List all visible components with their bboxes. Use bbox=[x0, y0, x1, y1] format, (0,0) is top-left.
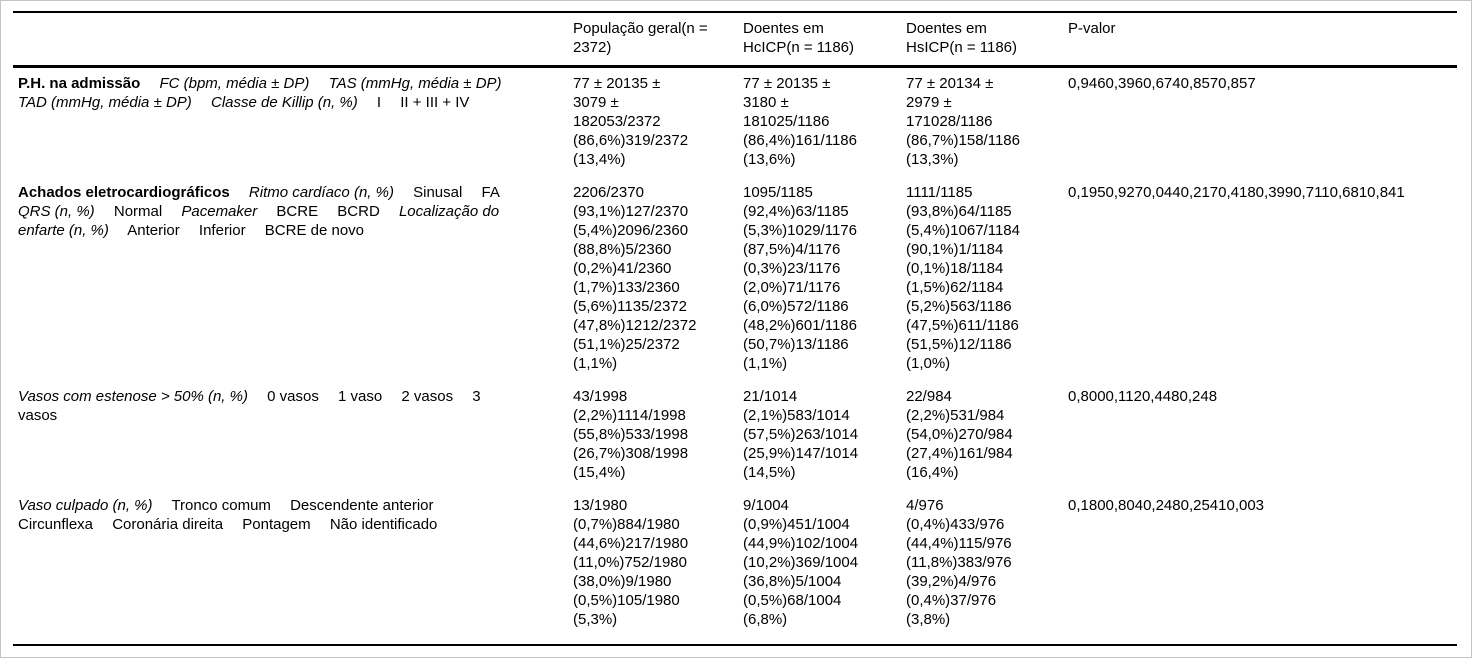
label-segment: BCRD bbox=[337, 203, 380, 220]
row-label-text: Achados eletrocardiográficos Ritmo cardí… bbox=[18, 183, 518, 240]
label-segment: I bbox=[376, 94, 382, 111]
label-segment: BCRE bbox=[276, 203, 319, 220]
data-cell: 2206/2370 (93,1%)127/2370 (5,4%)2096/236… bbox=[573, 184, 697, 372]
data-cell: 1095/1185 (92,4%)63/1185 (5,3%)1029/1176… bbox=[743, 184, 857, 372]
column-header-populacao-geral: População geral(n = 2372) bbox=[573, 19, 743, 57]
label-segment: Pontagem bbox=[242, 516, 311, 533]
table-body: População geral(n = 2372) Doentes em HcI… bbox=[13, 11, 1457, 637]
row-label: Vaso culpado (n, %) Tronco comum Descend… bbox=[13, 496, 573, 534]
column-header-text: Doentes em HsICP(n = 1186) bbox=[906, 20, 1018, 56]
label-segment: Anterior bbox=[127, 222, 180, 239]
table-row-ph-admissao: P.H. na admissão FC (bpm, média ± DP) TA… bbox=[13, 68, 1457, 177]
label-segment: 3 vasos bbox=[18, 388, 481, 424]
data-cell: 22/984 (2,2%)531/984 (54,0%)270/984 (27,… bbox=[906, 388, 1013, 481]
table-header-row: População geral(n = 2372) Doentes em HcI… bbox=[13, 13, 1457, 65]
label-segment: BCRE de novo bbox=[264, 222, 365, 239]
label-segment: FA bbox=[481, 184, 500, 201]
table-top-rule bbox=[13, 11, 1457, 13]
label-segment: Não identificado bbox=[329, 516, 438, 533]
label-segment: Achados eletrocardiográficos bbox=[18, 184, 230, 201]
row-label: Achados eletrocardiográficos Ritmo cardí… bbox=[13, 183, 573, 240]
label-segment: P.H. na admissão bbox=[18, 75, 141, 92]
label-segment: 0 vasos bbox=[267, 388, 319, 405]
row-label: P.H. na admissão FC (bpm, média ± DP) TA… bbox=[13, 74, 573, 112]
label-segment: Coronária direita bbox=[112, 516, 224, 533]
column-header-p-valor: P-valor bbox=[1068, 20, 1116, 37]
table-row-vaso-culpado: Vaso culpado (n, %) Tronco comum Descend… bbox=[13, 490, 1457, 637]
label-segment: Tronco comum bbox=[171, 497, 271, 514]
column-header-doentes-hsicp: Doentes em HsICP(n = 1186) bbox=[906, 19, 1068, 57]
label-segment: Sinusal bbox=[413, 184, 463, 201]
data-cell: 77 ± 20135 ± 3079 ± 182053/2372 (86,6%)3… bbox=[573, 75, 689, 168]
data-cell: 43/1998 (2,2%)1114/1998 (55,8%)533/1998 … bbox=[573, 388, 689, 481]
row-label: Vasos com estenose > 50% (n, %) 0 vasos … bbox=[13, 387, 573, 425]
p-value-cell: 0,8000,1120,4480,248 bbox=[1068, 388, 1218, 405]
label-segment: TAD (mmHg, média ± DP) bbox=[18, 94, 192, 111]
label-segment: Vasos com estenose > 50% (n, %) bbox=[18, 388, 248, 405]
data-cell: 77 ± 20135 ± 3180 ± 181025/1186 (86,4%)1… bbox=[743, 75, 857, 168]
table-row-vasos-com-estenose: Vasos com estenose > 50% (n, %) 0 vasos … bbox=[13, 381, 1457, 490]
label-segment: Vaso culpado (n, %) bbox=[18, 497, 153, 514]
row-label-text: P.H. na admissão FC (bpm, média ± DP) TA… bbox=[18, 74, 518, 112]
table-row-achados-eletrocardiograficos: Achados eletrocardiográficos Ritmo cardí… bbox=[13, 177, 1457, 381]
label-segment: Normal bbox=[113, 203, 163, 220]
label-segment: Pacemaker bbox=[181, 203, 258, 220]
label-segment: Classe de Killip (n, %) bbox=[210, 94, 358, 111]
label-segment: TAS (mmHg, média ± DP) bbox=[328, 75, 502, 92]
label-segment: II + III + IV bbox=[400, 94, 470, 111]
data-cell: 13/1980 (0,7%)884/1980 (44,6%)217/1980 (… bbox=[573, 497, 689, 628]
label-segment: Circunflexa bbox=[18, 516, 94, 533]
column-header-text: Doentes em HcICP(n = 1186) bbox=[743, 20, 855, 56]
row-label-text: Vaso culpado (n, %) Tronco comum Descend… bbox=[18, 496, 518, 534]
column-header-doentes-hcicp: Doentes em HcICP(n = 1186) bbox=[743, 19, 906, 57]
p-value-cell: 0,1800,8040,2480,25410,003 bbox=[1068, 497, 1265, 514]
label-segment: QRS (n, %) bbox=[18, 203, 95, 220]
column-header-text: População geral(n = 2372) bbox=[573, 20, 708, 56]
label-segment: 1 vaso bbox=[338, 388, 383, 405]
data-cell: 77 ± 20134 ± 2979 ± 171028/1186 (86,7%)1… bbox=[906, 75, 1020, 168]
p-value-cell: 0,9460,3960,6740,8570,857 bbox=[1068, 75, 1256, 92]
data-cell: 9/1004 (0,9%)451/1004 (44,9%)102/1004 (1… bbox=[743, 497, 859, 628]
table-header-rule bbox=[13, 65, 1457, 68]
row-label-text: Vasos com estenose > 50% (n, %) 0 vasos … bbox=[18, 387, 518, 425]
label-segment: Inferior bbox=[198, 222, 246, 239]
data-cell: 4/976 (0,4%)433/976 (44,4%)115/976 (11,8… bbox=[906, 497, 1012, 628]
data-cell: 1111/1185 (93,8%)64/1185 (5,4%)1067/1184… bbox=[906, 184, 1020, 372]
label-segment: Ritmo cardíaco (n, %) bbox=[248, 184, 394, 201]
label-segment: Descendente anterior bbox=[290, 497, 434, 514]
data-cell: 21/1014 (2,1%)583/1014 (57,5%)263/1014 (… bbox=[743, 388, 859, 481]
table-bottom-rule bbox=[13, 644, 1457, 646]
label-segment: FC (bpm, média ± DP) bbox=[159, 75, 310, 92]
label-segment: Localização do enfarte (n, %) bbox=[18, 203, 500, 239]
p-value-cell: 0,1950,9270,0440,2170,4180,3990,7110,681… bbox=[1068, 184, 1405, 201]
label-segment: 2 vasos bbox=[401, 388, 454, 405]
